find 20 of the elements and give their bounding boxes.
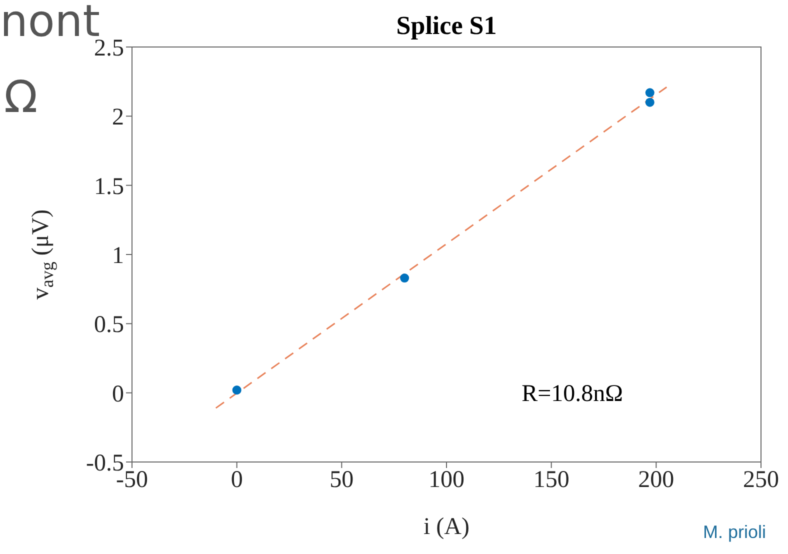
y-tick-label: 1.5 bbox=[94, 174, 124, 200]
x-tick-label: 50 bbox=[330, 467, 354, 494]
point bbox=[645, 98, 654, 107]
x-tick-label: 100 bbox=[428, 467, 464, 494]
point bbox=[645, 88, 654, 98]
x-tick-label: 200 bbox=[638, 467, 674, 494]
x-axis-title: i (A) bbox=[424, 514, 470, 540]
y-tick-label: 1 bbox=[112, 243, 124, 270]
y-tick-label: 2 bbox=[112, 104, 124, 131]
y-tick-label: 0.5 bbox=[94, 312, 124, 338]
annotation: R=10.8nΩ bbox=[522, 380, 623, 407]
point bbox=[232, 386, 242, 395]
text: M. prioli bbox=[702, 522, 766, 542]
chart-title: Splice S1 bbox=[396, 11, 497, 40]
x-tick-label: 250 bbox=[743, 467, 779, 494]
text: Ω bbox=[4, 72, 38, 123]
y-tick-label: 0 bbox=[112, 381, 124, 408]
x-tick-label: 150 bbox=[533, 467, 570, 494]
point bbox=[400, 274, 410, 283]
x-tick-label: 0 bbox=[230, 467, 243, 494]
